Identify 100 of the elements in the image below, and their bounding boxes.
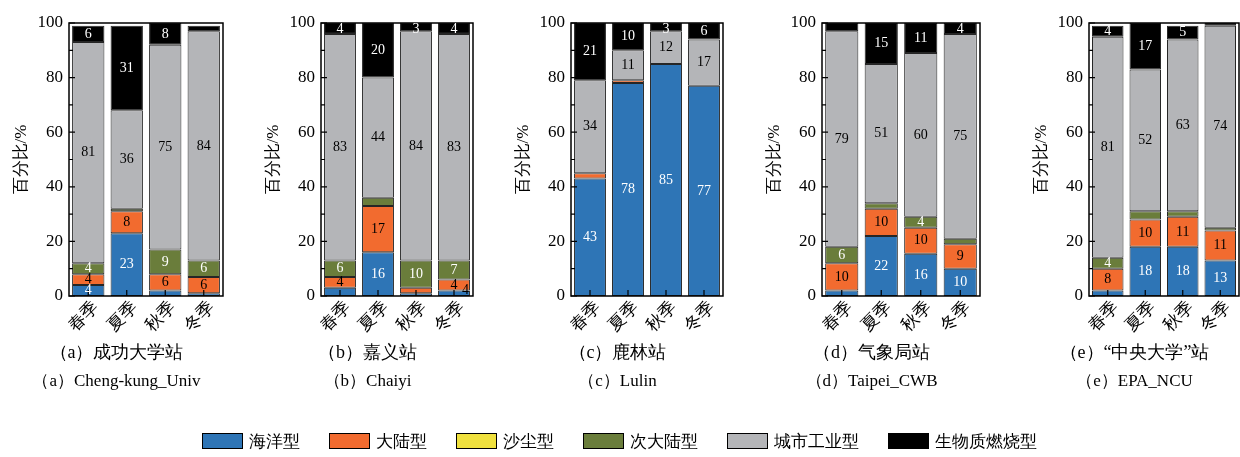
y-axis-title: 百分比/% [763,124,783,195]
data-label: 10 [953,274,968,290]
legend-label: 城市工业型 [774,430,859,453]
y-tick-label: 40 [1066,176,1083,196]
x-tick-label: 夏季 [857,297,896,336]
y-tick-label: 0 [1074,285,1083,305]
data-label: 83 [333,138,347,154]
data-label: 6 [84,25,92,41]
legend-label: 生物质燃烧型 [935,430,1037,453]
data-label: 52 [1138,132,1153,148]
data-label: 4 [450,21,458,37]
data-label: 4 [450,276,458,292]
y-tick-label: 60 [548,121,565,141]
y-tick-label: 20 [548,230,565,250]
data-label: 79 [834,130,849,146]
data-label: 85 [659,171,673,187]
x-tick-label: 秋季 [642,297,680,336]
text: （e）“中央大学”站 [1058,341,1211,364]
data-label: 11 [621,56,635,72]
data-label: 10 [621,28,635,44]
text: （a）成功大学站 [48,341,185,364]
legend-label: 海洋型 [249,430,300,453]
y-tick-label: 20 [799,230,816,250]
data-label: 74 [1213,118,1228,134]
data-label: 4 [917,213,925,229]
y-tick-label: 80 [46,67,63,87]
data-label: 31 [119,59,134,75]
data-label: 15 [874,35,889,51]
x-tick-label: 秋季 [1159,297,1197,336]
data-label: 77 [697,182,711,198]
x-tick-label: 夏季 [103,297,141,336]
y-tick-label: 0 [807,285,816,305]
data-label: 20 [371,41,385,57]
data-label: 8 [161,25,169,41]
data-label: 83 [447,138,461,154]
y-axis-title: 百分比/% [10,124,30,195]
y-tick-label: 80 [298,67,315,87]
data-label: 7 [450,261,458,277]
y-tick-label: 60 [1066,121,1083,141]
x-tick-label: 秋季 [897,297,935,336]
x-tick-label: 秋季 [141,297,180,336]
data-label: 36 [119,151,134,167]
y-tick-label: 100 [790,12,816,32]
y-tick-label: 100 [37,12,63,32]
y-tick-label: 80 [1066,67,1083,87]
legend-label: 大陆型 [376,430,427,453]
y-tick-label: 0 [306,285,315,305]
y-tick-label: 20 [1066,230,1083,250]
data-label: 16 [371,265,385,281]
data-label: 18 [1138,263,1153,279]
x-tick-label: 夏季 [354,297,392,336]
text: （e）EPA_NCU [1075,370,1194,392]
data-label: 81 [1100,138,1115,154]
x-tick-label: 春季 [316,297,354,336]
x-tick-label: 夏季 [604,297,642,336]
y-tick-label: 100 [1057,12,1083,32]
legend-label: 次大陆型 [630,430,698,453]
data-label: 6 [161,274,169,290]
x-tick-label: 冬季 [680,297,718,336]
data-label: 5 [1179,24,1187,40]
data-label: 23 [119,256,134,272]
data-label: 17 [697,54,711,70]
text: （c）Lulin [577,370,658,392]
y-tick-label: 40 [548,176,565,196]
data-label: 21 [583,43,597,59]
y-tick-label: 40 [298,176,315,196]
x-tick-label: 春季 [64,297,103,336]
data-label: 4 [956,21,964,37]
data-label: 13 [1213,269,1228,285]
y-axis-title: 百分比/% [1030,124,1050,195]
y-tick-label: 80 [548,67,565,87]
data-label: 6 [200,276,208,292]
data-label: 9 [161,253,169,269]
data-label: 4 [1104,254,1112,270]
y-tick-label: 40 [46,176,63,196]
x-tick-label: 春季 [1084,297,1122,336]
data-label: 10 [913,232,928,248]
data-label: 75 [953,127,968,143]
data-label: 22 [874,257,889,273]
data-label: 75 [158,138,173,154]
data-label: 9 [956,248,964,264]
data-label: 44 [371,129,385,145]
data-label: 11 [1176,223,1190,239]
x-tick-label: 夏季 [1121,297,1160,336]
text: （c）鹿林站 [567,341,668,364]
x-tick-label: 春季 [566,297,604,336]
data-label: 4 [1104,22,1112,38]
data-label: 12 [659,39,673,55]
data-label: 8 [1104,271,1112,287]
x-tick-label: 春季 [818,297,856,336]
data-label: 10 [834,268,849,284]
data-label: 84 [196,137,211,153]
y-tick-label: 60 [799,121,816,141]
data-label: 78 [621,181,635,197]
data-label: 63 [1175,117,1190,133]
data-label: 8 [123,213,131,229]
x-tick-label: 冬季 [430,297,468,336]
y-tick-label: 0 [556,285,565,305]
y-tick-label: 40 [799,176,816,196]
y-axis-title: 百分比/% [262,124,282,195]
